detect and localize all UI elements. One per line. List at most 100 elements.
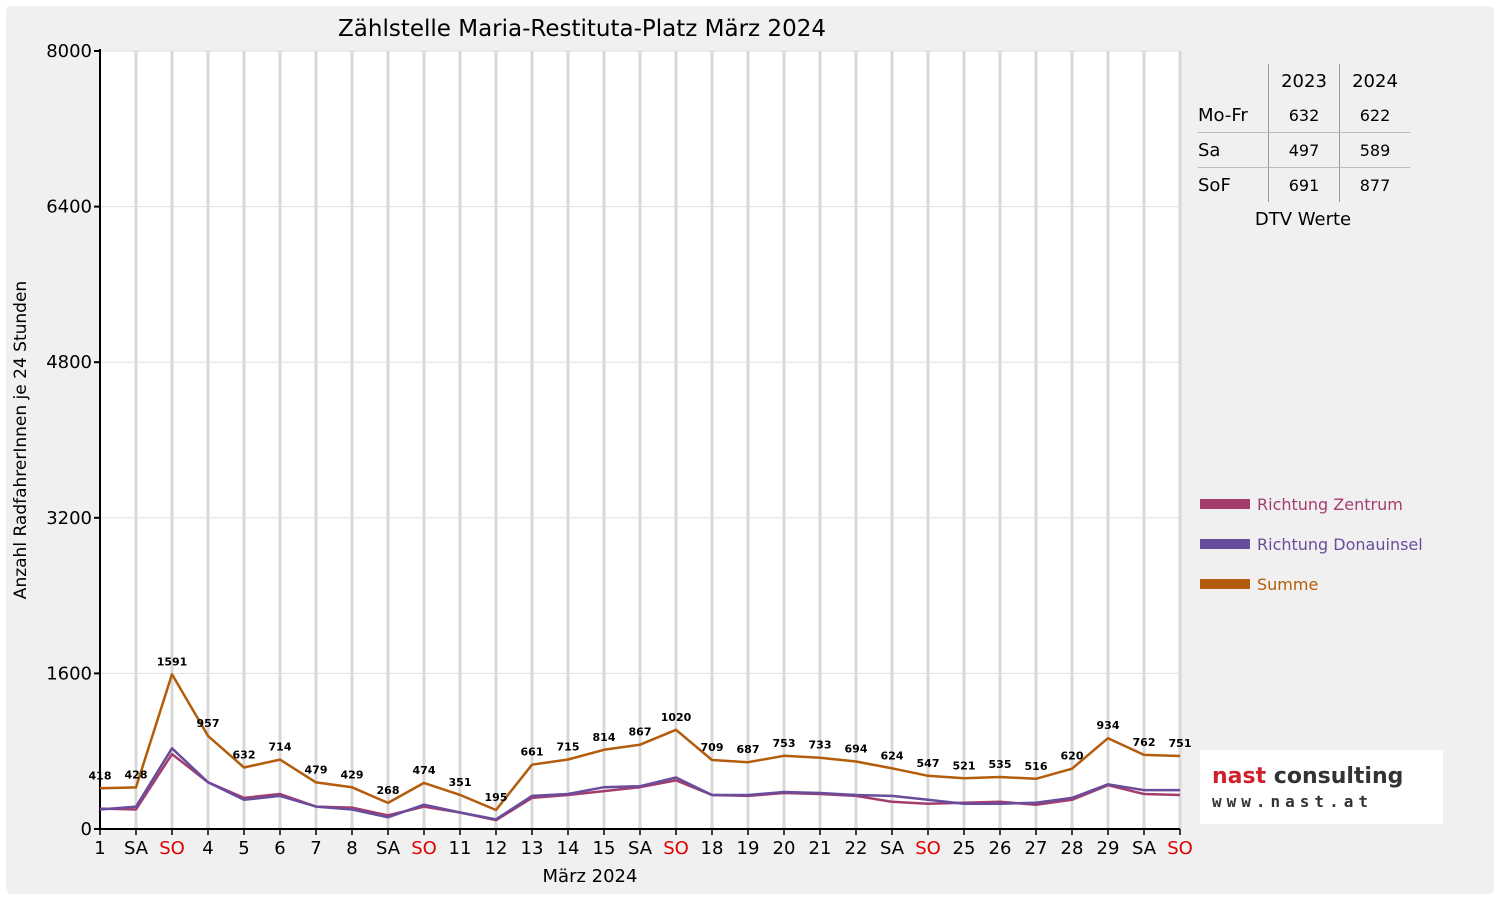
- data-label: 1020: [661, 711, 692, 724]
- x-tick-label: SO: [663, 838, 689, 859]
- data-label: 620: [1061, 750, 1084, 763]
- legend-label: Summe: [1257, 575, 1318, 594]
- x-tick-label: 4: [202, 838, 213, 859]
- nast-consulting-logo: nast consulting www.nast.at: [1200, 750, 1443, 824]
- x-tick-label: SA: [628, 838, 653, 859]
- y-tick-label: 0: [81, 819, 92, 840]
- dtv-caption: DTV Werte: [1254, 209, 1352, 230]
- x-tick-label: 22: [845, 838, 868, 859]
- data-label: 957: [197, 717, 220, 730]
- dtv-value: 877: [1339, 167, 1410, 202]
- series-line: [99, 747, 1180, 821]
- data-label: 351: [449, 776, 472, 789]
- data-label: 694: [845, 743, 868, 756]
- x-tick-label: 18: [701, 838, 724, 859]
- x-tick-label: SO: [411, 838, 437, 859]
- x-tick-label: 5: [238, 838, 249, 859]
- dtv-header-row: 2023 2024: [1198, 64, 1410, 98]
- x-tick-label: SA: [880, 838, 905, 859]
- data-label: 733: [809, 739, 832, 752]
- data-labels: 418 428 1591 957 632 714 479 429 268 474 351 195 661…: [89, 655, 1192, 804]
- x-tick-label: SO: [915, 838, 941, 859]
- data-label: 715: [557, 740, 580, 753]
- x-axis-title: März 2024: [543, 866, 638, 887]
- legend-swatch: [1200, 539, 1250, 549]
- data-label: 535: [989, 758, 1012, 771]
- data-label: 751: [1169, 737, 1192, 750]
- data-label: 714: [269, 741, 292, 754]
- x-tick-label: 14: [557, 838, 580, 859]
- data-label: 762: [1133, 736, 1156, 749]
- tick-labels: 0 1600 3200 4800 6400 8000 1 SA SO 4 5 6 7 8 SA SO 11 12 1…: [46, 41, 1193, 859]
- data-label: 709: [701, 741, 724, 754]
- x-tick-label: SA: [376, 838, 401, 859]
- x-tick-label: 12: [485, 838, 508, 859]
- x-tick-label: 15: [593, 838, 616, 859]
- x-tick-label: 11: [449, 838, 472, 859]
- dtv-value: 691: [1268, 167, 1340, 202]
- x-tick-label: SO: [1167, 838, 1193, 859]
- dtv-row-sa: Sa 497 589: [1198, 132, 1410, 168]
- y-tick-label: 8000: [46, 41, 92, 62]
- data-label: 867: [629, 726, 652, 739]
- x-tick-label: 1: [94, 838, 105, 859]
- dtv-year-2024: 2024: [1339, 64, 1410, 98]
- x-tick-label: 8: [346, 838, 357, 859]
- legend: Richtung Zentrum Richtung Donauinsel Summe: [1200, 495, 1423, 594]
- axes: [94, 49, 1181, 835]
- y-tick-label: 4800: [46, 352, 92, 373]
- x-tick-label: 20: [773, 838, 796, 859]
- x-tick-label: 28: [1061, 838, 1084, 859]
- x-tick-label: 27: [1025, 838, 1048, 859]
- dtv-year-2023: 2023: [1268, 64, 1340, 98]
- data-label: 753: [773, 737, 796, 750]
- dtv-row-sof: SoF 691 877: [1198, 167, 1410, 202]
- x-tick-label: 26: [989, 838, 1012, 859]
- grid: [100, 50, 1182, 829]
- y-tick-label: 6400: [46, 197, 92, 218]
- dtv-value: 589: [1339, 132, 1410, 168]
- x-tick-label: 13: [521, 838, 544, 859]
- logo-line2: www.nast.at: [1212, 792, 1373, 811]
- data-label: 814: [593, 731, 616, 744]
- dtv-corner: [1198, 64, 1269, 98]
- data-label: 521: [953, 759, 976, 772]
- dtv-value: 622: [1339, 98, 1410, 133]
- chart-title: Zählstelle Maria-Restituta-Platz März 20…: [338, 16, 826, 42]
- series-lines: [99, 673, 1181, 822]
- data-label: 479: [305, 763, 328, 776]
- data-label: 547: [917, 757, 940, 770]
- x-tick-label: 7: [310, 838, 321, 859]
- x-tick-label: SO: [159, 838, 185, 859]
- dtv-value: 632: [1268, 98, 1340, 133]
- data-label: 418: [89, 769, 112, 782]
- data-label: 1591: [157, 655, 188, 668]
- data-label: 429: [341, 768, 364, 781]
- series-line: [99, 673, 1181, 812]
- data-label: 428: [125, 768, 148, 781]
- data-label: 474: [413, 764, 436, 777]
- logo-word-consulting: consulting: [1266, 764, 1404, 789]
- data-label: 624: [881, 749, 904, 762]
- x-tick-label: SA: [124, 838, 149, 859]
- data-label: 687: [737, 743, 760, 756]
- logo-line1: nast consulting: [1212, 764, 1403, 789]
- x-tick-label: SA: [1132, 838, 1157, 859]
- data-label: 934: [1097, 719, 1120, 732]
- data-label: 268: [377, 784, 400, 797]
- x-tick-label: 25: [953, 838, 976, 859]
- legend-label: Richtung Zentrum: [1257, 495, 1403, 514]
- dtv-table: 2023 2024 Mo-Fr 632 622 Sa 497 589 SoF 6…: [1198, 64, 1410, 202]
- dtv-row-label: SoF: [1198, 174, 1231, 196]
- x-tick-label: 6: [274, 838, 285, 859]
- data-label: 195: [485, 791, 508, 804]
- legend-label: Richtung Donauinsel: [1257, 535, 1423, 554]
- data-label: 661: [521, 746, 544, 759]
- logo-word-nast: nast: [1212, 764, 1267, 789]
- y-tick-label: 3200: [46, 508, 92, 529]
- x-tick-label: 29: [1097, 838, 1120, 859]
- dtv-value: 497: [1268, 132, 1340, 168]
- data-label: 516: [1025, 760, 1048, 773]
- y-axis-title: Anzahl RadfahrerInnen je 24 Stunden: [11, 281, 31, 599]
